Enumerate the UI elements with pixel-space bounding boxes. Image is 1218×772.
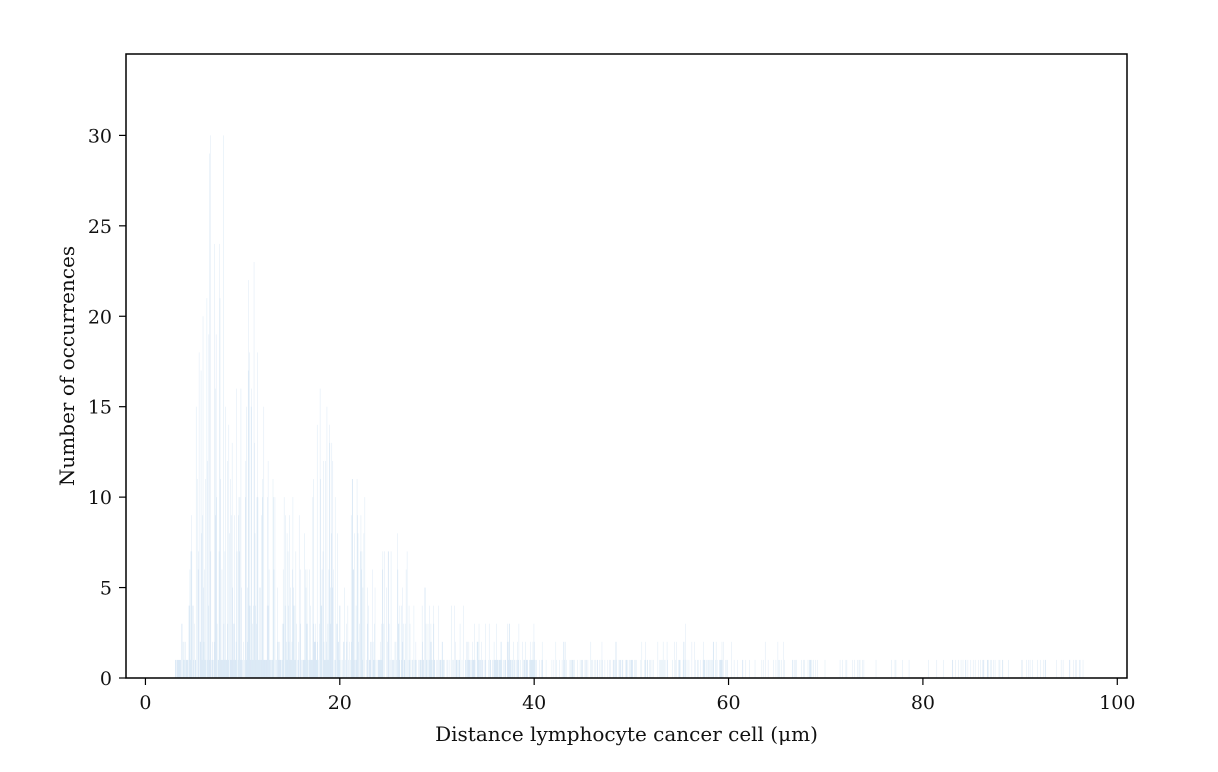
y-tick-label: 0 [100, 668, 112, 690]
histogram-bars [175, 135, 1084, 679]
y-tick-label: 5 [100, 578, 112, 600]
x-axis-title: Distance lymphocyte cancer cell (μm) [435, 722, 818, 746]
y-tick-label: 15 [88, 397, 112, 419]
x-tick-label: 80 [911, 692, 935, 714]
x-tick-label: 60 [716, 692, 740, 714]
plot-frame [125, 53, 1128, 679]
y-tick-label: 30 [88, 125, 112, 147]
y-axis-title: Number of occurrences [55, 246, 79, 486]
x-tick-label: 40 [522, 692, 546, 714]
y-tick-label: 10 [88, 487, 112, 509]
y-tick-label: 20 [88, 306, 112, 328]
x-axis: 0 20 40 60 80 100 [139, 678, 1135, 714]
x-tick-label: 20 [328, 692, 352, 714]
y-tick-label: 25 [88, 216, 112, 238]
y-axis: 0 5 10 15 20 25 30 [88, 125, 126, 690]
x-tick-label: 100 [1099, 692, 1135, 714]
x-tick-label: 0 [139, 692, 151, 714]
